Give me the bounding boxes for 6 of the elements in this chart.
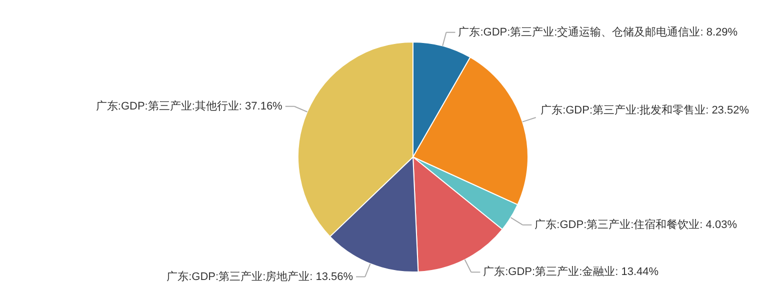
slice-label: 广东:GDP:第三产业:金融业: 13.44% [483,265,659,278]
slice-label: 广东:GDP:第三产业:住宿和餐饮业: 4.03% [534,218,738,231]
slice-label: 广东:GDP:第三产业:房地产业: 13.56% [166,270,354,283]
slice-label: 广东:GDP:第三产业:交通运输、仓储及邮电通信业: 8.29% [458,25,738,38]
slice-label: 广东:GDP:第三产业:批发和零售业: 23.52% [540,104,750,117]
slice-label: 广东:GDP:第三产业:其他行业: 37.16% [96,99,283,112]
